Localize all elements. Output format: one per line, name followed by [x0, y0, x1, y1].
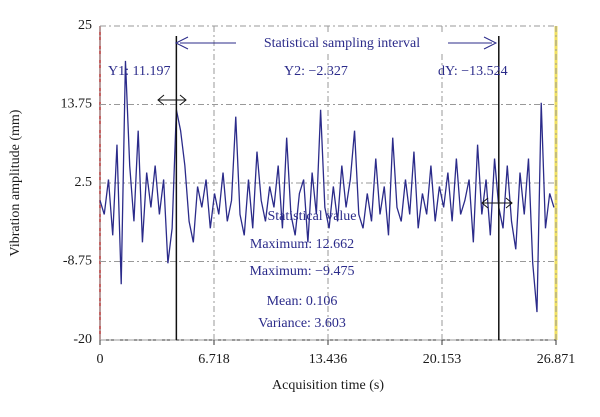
arrow-heads	[174, 36, 498, 50]
x-tick-label: 6.718	[198, 352, 230, 367]
stat-mean: Mean: 0.106	[267, 294, 338, 309]
y1-label: Y1: 11.197	[108, 64, 170, 79]
y-tick-label: -20	[73, 332, 92, 347]
y2-label: Y2: −2.327	[284, 64, 348, 79]
stat-title: Statistical value	[267, 209, 356, 224]
x-tick-label: 20.153	[423, 352, 462, 367]
dy-label: dY: −13.524	[438, 64, 508, 79]
interval-label: Statistical sampling interval	[264, 36, 420, 51]
y-tick-label: 13.75	[61, 97, 93, 112]
y-tick-label: 25	[78, 18, 92, 33]
cursor-arrow	[481, 197, 513, 209]
label-bg	[236, 34, 448, 52]
x-axis-label: Acquisition time (s)	[272, 378, 384, 393]
cursor-arrow	[157, 94, 187, 106]
y-tick-label: -8.75	[63, 254, 92, 269]
x-tick-label: 13.436	[309, 352, 348, 367]
y-tick-label: 2.5	[75, 175, 93, 190]
stat-max: Maximum: 12.662	[250, 237, 354, 252]
y-axis-label: Vibration amplitude (mm)	[8, 109, 23, 256]
x-tick-label: 26.871	[537, 352, 576, 367]
stat-variance: Variance: 3.603	[258, 316, 346, 331]
stat-min: Maximum: −9.475	[249, 264, 354, 279]
x-tick-label: 0	[97, 352, 104, 367]
